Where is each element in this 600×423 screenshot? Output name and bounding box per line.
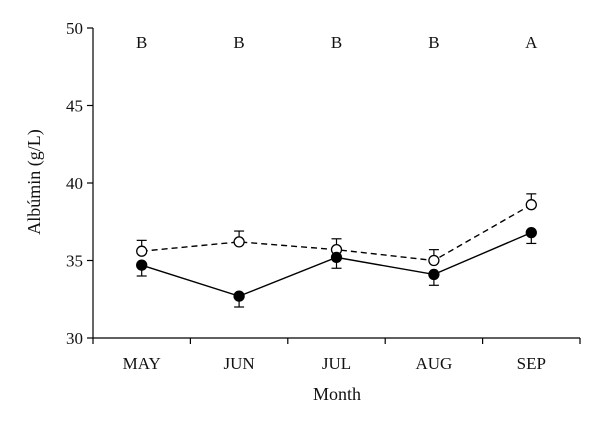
y-tick-label: 50	[66, 19, 83, 38]
x-tick-label: JUN	[224, 354, 255, 373]
filled-circle-point	[136, 259, 148, 271]
x-tick-label: SEP	[517, 354, 546, 373]
open-circle-point	[525, 199, 537, 211]
filled-circle-point	[525, 226, 537, 239]
y-tick-label: 45	[66, 97, 83, 116]
significance-letter: B	[331, 33, 342, 52]
open-circle-point	[233, 236, 245, 248]
significance-letter: B	[428, 33, 439, 52]
x-tick-label: AUG	[415, 354, 452, 373]
x-tick-label: JUL	[322, 354, 351, 373]
filled-circle-point	[330, 251, 343, 264]
significance-letter: A	[525, 33, 538, 52]
x-tick-label: MAY	[123, 354, 161, 373]
open-circle-point	[136, 245, 148, 257]
significance-letter: B	[233, 33, 244, 52]
significance-letter: B	[136, 33, 147, 52]
y-tick-label: 30	[66, 329, 83, 348]
y-tick-label: 35	[66, 252, 83, 271]
y-axis-title: Albúmin (g/L)	[24, 129, 45, 235]
x-axis-title: Month	[313, 384, 361, 404]
filled-circle-point	[428, 268, 440, 281]
filled-circle-point	[233, 290, 245, 302]
plot-area: 30 35 40 45 50 MAY JUN JUL AUG SEP B B B B A	[66, 19, 581, 373]
open-circle-point	[428, 254, 440, 267]
y-tick-label: 40	[66, 174, 83, 193]
